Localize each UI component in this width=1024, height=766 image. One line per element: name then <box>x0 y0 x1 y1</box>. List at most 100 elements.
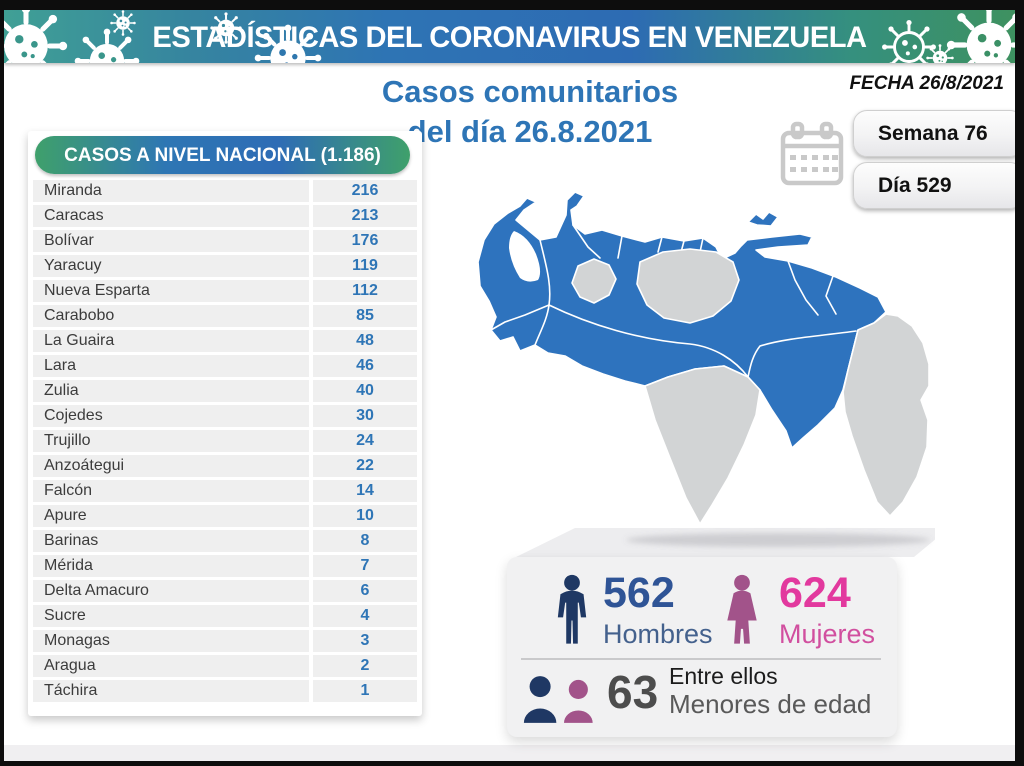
state-name: Yaracuy <box>33 255 309 277</box>
female-icon <box>727 574 757 644</box>
state-name: Trujillo <box>33 430 309 452</box>
state-name: Monagas <box>33 630 309 652</box>
map-inactive-state-small <box>571 258 617 304</box>
state-cases: 14 <box>313 480 417 502</box>
table-row: Caracas 213 <box>33 205 417 227</box>
state-name: Mérida <box>33 555 309 577</box>
table-row: Anzoátegui 22 <box>33 455 417 477</box>
state-cases: 7 <box>313 555 417 577</box>
state-name: Delta Amacuro <box>33 580 309 602</box>
minors-label-line2: Menores de edad <box>669 689 872 719</box>
table-row: La Guaira 48 <box>33 330 417 352</box>
table-row: Trujillo 24 <box>33 430 417 452</box>
map-inactive-state-south <box>644 365 761 525</box>
state-cases: 216 <box>313 180 417 202</box>
male-icon <box>557 574 587 644</box>
table-row: Mérida 7 <box>33 555 417 577</box>
table-row: Nueva Esparta 112 <box>33 280 417 302</box>
map-inactive-region-east <box>842 313 930 517</box>
page-title-line1: Casos comunitarios <box>381 74 679 109</box>
calendar-icon <box>780 121 844 186</box>
state-name: Táchira <box>33 680 309 702</box>
frame-right <box>1015 0 1024 766</box>
state-name: Aragua <box>33 655 309 677</box>
banner-title: ESTADÍSTICAS DEL CORONAVIRUS EN VENEZUEL… <box>152 21 867 54</box>
state-cases: 24 <box>313 430 417 452</box>
table-row: Barinas 8 <box>33 530 417 552</box>
date-label: FECHA 26/8/2021 <box>849 73 1004 94</box>
state-cases: 1 <box>313 680 417 702</box>
map-lake-maracaibo <box>509 231 541 282</box>
cases-table-rows: Miranda 216 Caracas 213 Bolívar 176 Yaracuy 119… <box>33 180 417 705</box>
state-cases: 40 <box>313 380 417 402</box>
state-cases: 119 <box>313 255 417 277</box>
women-count: 624 <box>779 569 851 617</box>
panel-divider <box>521 658 881 660</box>
venezuela-map <box>477 191 935 557</box>
state-name: Miranda <box>33 180 309 202</box>
state-name: Anzoátegui <box>33 455 309 477</box>
women-label: Mujeres <box>779 619 876 649</box>
men-label: Hombres <box>603 619 713 649</box>
table-row: Miranda 216 <box>33 180 417 202</box>
frame-top <box>0 0 1024 10</box>
state-cases: 176 <box>313 230 417 252</box>
cases-table: CASOS A NIVEL NACIONAL (1.186) Miranda 21… <box>28 131 422 716</box>
map-island <box>747 211 779 227</box>
table-row: Carabobo 85 <box>33 305 417 327</box>
cases-table-header: CASOS A NIVEL NACIONAL (1.186) <box>35 136 410 174</box>
minors-count: 63 <box>607 666 659 718</box>
state-name: Nueva Esparta <box>33 280 309 302</box>
state-name: Carabobo <box>33 305 309 327</box>
state-cases: 6 <box>313 580 417 602</box>
table-row: Sucre 4 <box>33 605 417 627</box>
table-row: Falcón 14 <box>33 480 417 502</box>
table-row: Yaracuy 119 <box>33 255 417 277</box>
state-name: Apure <box>33 505 309 527</box>
state-cases: 85 <box>313 305 417 327</box>
state-cases: 8 <box>313 530 417 552</box>
state-name: Barinas <box>33 530 309 552</box>
table-row: Cojedes 30 <box>33 405 417 427</box>
state-cases: 3 <box>313 630 417 652</box>
gender-stats-panel: 562 Hombres 624 Mujeres 63 Entre ellos M… <box>507 557 897 737</box>
table-row: Monagas 3 <box>33 630 417 652</box>
state-name: Bolívar <box>33 230 309 252</box>
table-row: Zulia 40 <box>33 380 417 402</box>
state-name: Caracas <box>33 205 309 227</box>
header-banner: ESTADÍSTICAS DEL CORONAVIRUS EN VENEZUEL… <box>4 10 1015 63</box>
state-cases: 10 <box>313 505 417 527</box>
minors-people-icon <box>523 676 593 723</box>
minors-label-line1: Entre ellos <box>669 663 778 689</box>
state-cases: 213 <box>313 205 417 227</box>
table-row: Aragua 2 <box>33 655 417 677</box>
state-cases: 48 <box>313 330 417 352</box>
state-name: Sucre <box>33 605 309 627</box>
table-row: Táchira 1 <box>33 680 417 702</box>
bottom-gray-strip <box>4 745 1015 761</box>
state-cases: 112 <box>313 280 417 302</box>
state-name: La Guaira <box>33 330 309 352</box>
table-row: Lara 46 <box>33 355 417 377</box>
state-name: Falcón <box>33 480 309 502</box>
state-cases: 22 <box>313 455 417 477</box>
state-cases: 46 <box>313 355 417 377</box>
day-badge: Día 529 <box>853 162 1024 209</box>
week-badge: Semana 76 <box>853 110 1024 157</box>
page-title-line2: del día 26.8.2021 <box>407 114 653 149</box>
state-cases: 4 <box>313 605 417 627</box>
map-inactive-state-center <box>636 248 740 324</box>
table-row: Bolívar 176 <box>33 230 417 252</box>
state-name: Cojedes <box>33 405 309 427</box>
men-count: 562 <box>603 569 675 617</box>
table-row: Apure 10 <box>33 505 417 527</box>
state-cases: 2 <box>313 655 417 677</box>
state-cases: 30 <box>313 405 417 427</box>
page-title: Casos comunitarios del día 26.8.2021 <box>330 72 730 152</box>
map-platform-shadow <box>626 533 930 547</box>
table-row: Delta Amacuro 6 <box>33 580 417 602</box>
frame-bottom <box>0 761 1024 766</box>
frame-left <box>0 0 4 766</box>
state-name: Lara <box>33 355 309 377</box>
state-name: Zulia <box>33 380 309 402</box>
